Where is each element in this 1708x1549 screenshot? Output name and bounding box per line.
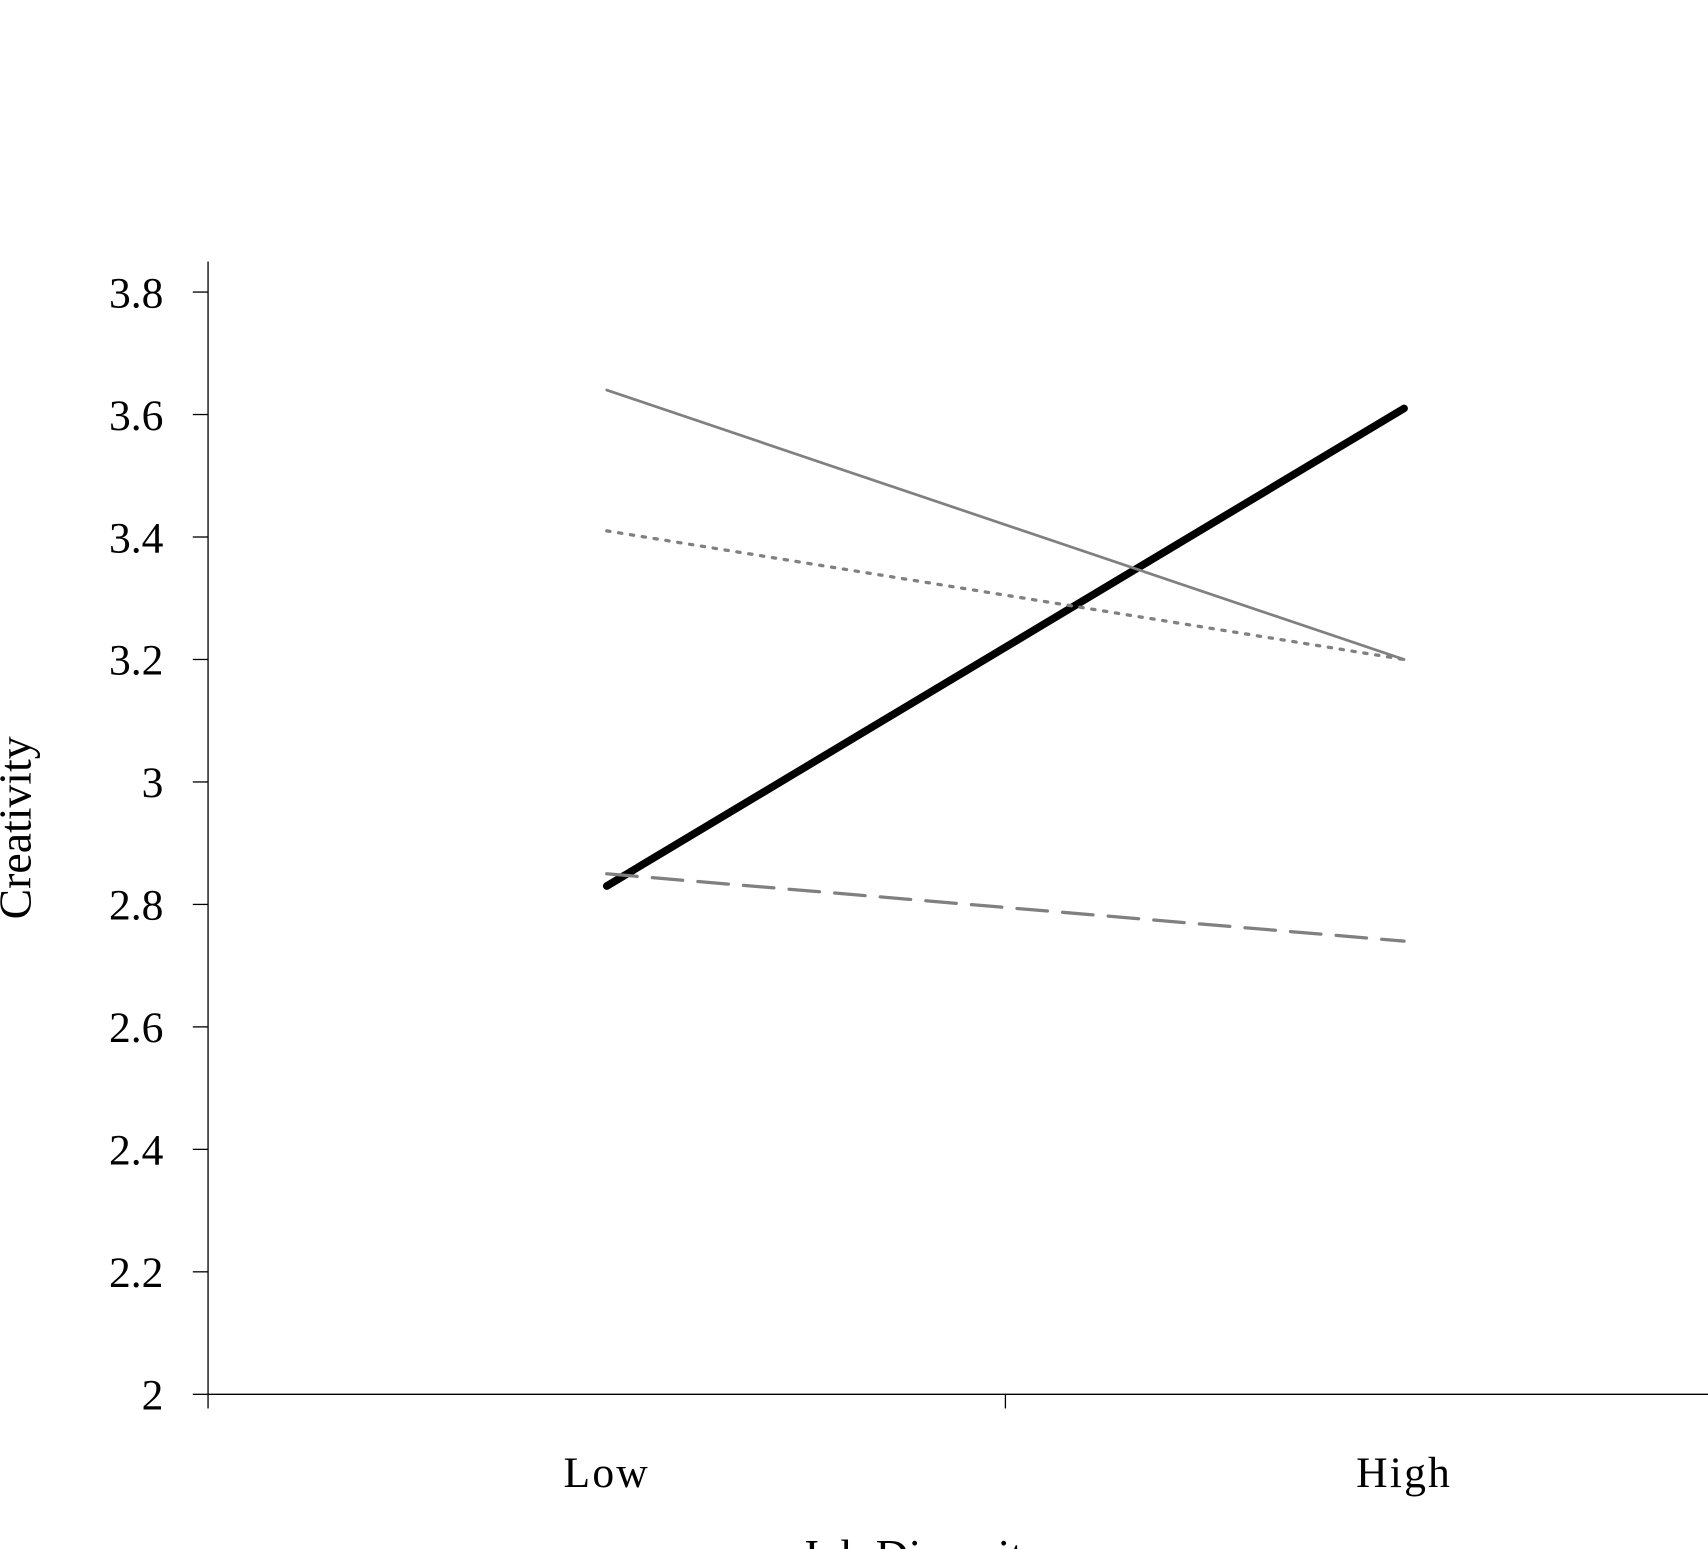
y-axis-label: Creativity xyxy=(0,736,40,919)
x-tick-label: Low xyxy=(564,1449,650,1497)
y-tick-label: 3.2 xyxy=(109,637,163,685)
y-tick-label: 3 xyxy=(142,759,164,807)
x-axis-label: Job Diversity xyxy=(801,1530,1046,1549)
y-tick-label: 2 xyxy=(142,1372,164,1420)
y-tick-label: 2.8 xyxy=(109,882,163,930)
y-tick-label: 3.8 xyxy=(109,269,163,317)
series-line xyxy=(605,388,1406,661)
y-tick-label: 2.6 xyxy=(109,1004,163,1052)
x-tick-label: High xyxy=(1356,1449,1452,1497)
series-line xyxy=(605,872,1406,943)
y-tick-label: 2.4 xyxy=(109,1127,164,1175)
series-line xyxy=(605,529,1406,662)
y-tick-label: 2.2 xyxy=(109,1249,163,1297)
y-tick-label: 3.6 xyxy=(109,392,163,440)
series-line xyxy=(602,404,1408,890)
y-tick-label: 3.4 xyxy=(109,514,164,562)
